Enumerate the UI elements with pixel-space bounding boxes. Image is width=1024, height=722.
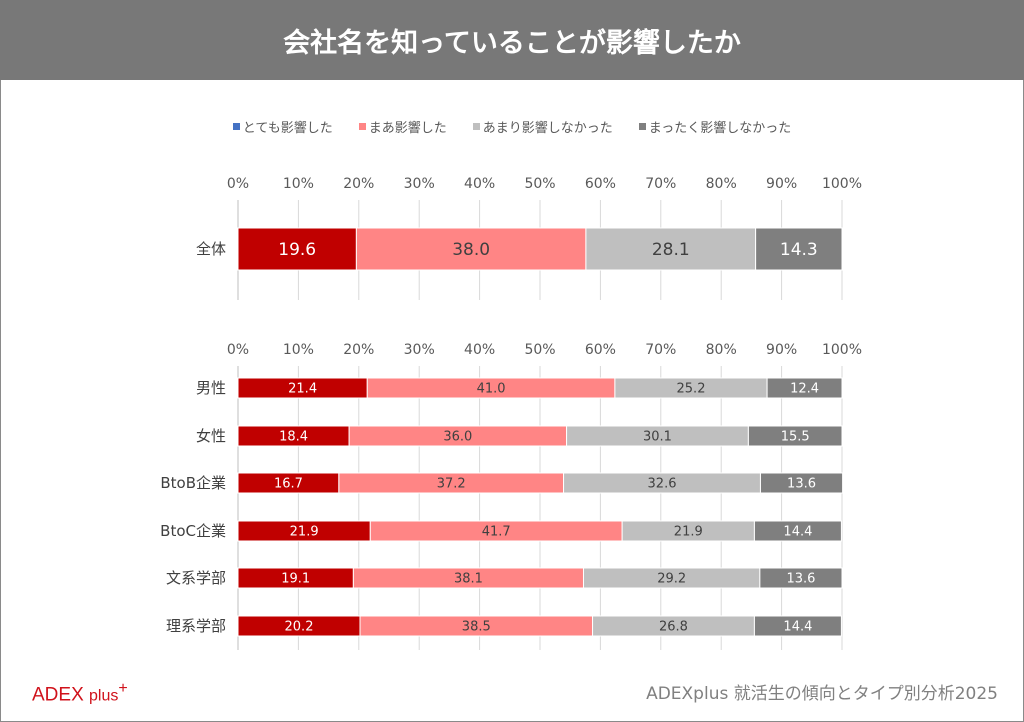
x-tick-label: 10% — [283, 176, 314, 192]
bar-segment — [759, 567, 843, 589]
legend-label: まったく影響しなかった — [648, 121, 792, 136]
category-label: 文系学部 — [166, 569, 226, 587]
x-tick-label: 40% — [464, 176, 495, 192]
x-tick-label: 20% — [343, 176, 374, 192]
x-tick-label: 0% — [227, 342, 249, 358]
data-label: 21.9 — [290, 525, 319, 540]
x-tick-label: 30% — [404, 342, 435, 358]
data-label: 41.0 — [477, 382, 506, 397]
x-tick-label: 70% — [645, 342, 676, 358]
adex-logo: ADEX plus+ — [32, 680, 128, 706]
data-label: 38.5 — [462, 620, 491, 635]
legend-item: まあ影響した — [358, 117, 447, 136]
category-label: 理系学部 — [166, 617, 226, 635]
data-label: 15.5 — [781, 430, 810, 445]
data-label: 37.2 — [437, 477, 466, 492]
data-label: 13.6 — [786, 572, 815, 587]
bar-segment — [759, 472, 844, 494]
legend-item: まったく影響しなかった — [638, 117, 792, 136]
legend-item: あまり影響しなかった — [472, 117, 613, 136]
data-label: 30.1 — [643, 430, 672, 445]
category-label: 全体 — [196, 240, 226, 258]
data-label: 36.0 — [443, 430, 472, 445]
x-tick-label: 80% — [706, 176, 737, 192]
category-label: BtoC企業 — [160, 522, 226, 540]
legend-swatch — [472, 123, 480, 130]
legend-label: とても影響した — [242, 121, 333, 136]
data-label: 32.6 — [648, 477, 677, 492]
bar-segment — [585, 227, 757, 271]
data-label: 29.2 — [657, 572, 686, 587]
data-label: 18.4 — [279, 430, 308, 445]
data-label: 20.2 — [285, 620, 314, 635]
data-label: 12.4 — [790, 382, 819, 397]
bar-segment — [355, 227, 587, 271]
data-label: 21.9 — [674, 525, 703, 540]
x-tick-label: 30% — [404, 176, 435, 192]
bar-segment — [237, 227, 357, 271]
data-label: 14.4 — [783, 525, 812, 540]
legend-swatch — [232, 123, 240, 130]
data-label: 16.7 — [274, 477, 303, 492]
bar-segment — [747, 425, 843, 447]
data-label: 21.4 — [288, 382, 317, 397]
x-tick-label: 90% — [766, 342, 797, 358]
bar-segment — [753, 615, 842, 637]
bar-segment — [755, 227, 843, 271]
data-label: 25.2 — [677, 382, 706, 397]
x-tick-label: 60% — [585, 342, 616, 358]
legend-item: とても影響した — [232, 117, 333, 136]
x-tick-label: 80% — [706, 342, 737, 358]
data-label: 14.3 — [780, 240, 818, 260]
x-tick-label: 20% — [343, 342, 374, 358]
data-label: 28.1 — [652, 240, 690, 260]
chart-legend: とても影響した まあ影響した あまり影響しなかった まったく影響しなかった — [0, 117, 1024, 136]
category-label: 男性 — [196, 379, 226, 397]
data-label: 41.7 — [482, 525, 511, 540]
legend-label: まあ影響した — [368, 121, 447, 136]
x-tick-label: 60% — [585, 176, 616, 192]
slide-title: 会社名を知っていることが影響したか — [0, 0, 1024, 80]
category-label: 女性 — [196, 427, 226, 445]
legend-swatch — [358, 123, 366, 130]
data-label: 38.0 — [452, 240, 490, 260]
x-tick-label: 50% — [524, 176, 555, 192]
legend-label: あまり影響しなかった — [482, 121, 613, 136]
data-label: 14.4 — [783, 620, 812, 635]
x-tick-label: 10% — [283, 342, 314, 358]
x-tick-label: 50% — [524, 342, 555, 358]
category-label: BtoB企業 — [160, 474, 226, 492]
x-tick-label: 70% — [645, 176, 676, 192]
x-tick-label: 0% — [227, 176, 249, 192]
x-tick-label: 40% — [464, 342, 495, 358]
data-label: 19.1 — [281, 572, 310, 587]
footer-text: ADEXplus 就活生の傾向とタイプ別分析2025 — [646, 684, 998, 704]
x-tick-label: 100% — [822, 176, 862, 192]
data-label: 26.8 — [659, 620, 688, 635]
x-tick-label: 90% — [766, 176, 797, 192]
data-label: 38.1 — [454, 572, 483, 587]
data-label: 19.6 — [278, 240, 316, 260]
x-tick-label: 100% — [822, 342, 862, 358]
legend-swatch — [638, 123, 646, 130]
bar-segment — [766, 377, 843, 399]
data-label: 13.6 — [787, 477, 816, 492]
bar-segment — [753, 520, 842, 542]
